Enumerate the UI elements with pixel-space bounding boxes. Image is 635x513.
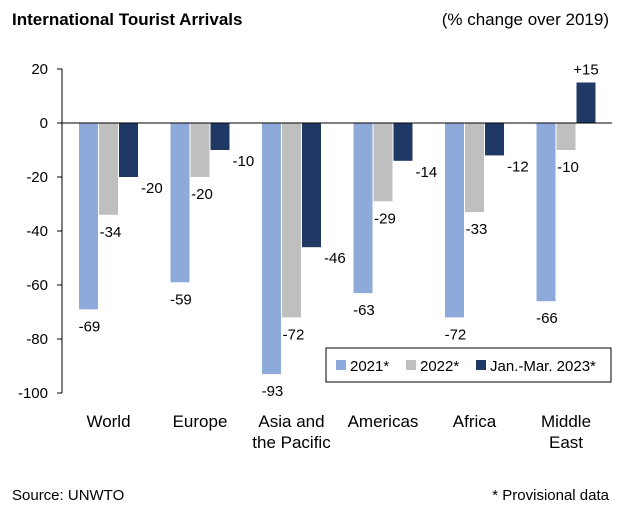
y-tick-label: -80 xyxy=(26,331,48,348)
legend-swatch xyxy=(406,360,416,370)
legend-label: 2021* xyxy=(350,358,389,375)
bar-2-1 xyxy=(99,123,118,215)
bar-2-4 xyxy=(373,123,393,202)
legend-swatch xyxy=(336,360,346,370)
legend-box xyxy=(325,347,612,383)
axis-layer: 20 0 -20 -40 -60 -80 -100 xyxy=(18,61,612,402)
data-label: -14 xyxy=(416,164,438,181)
category-label: Asia and the Pacific xyxy=(252,412,331,452)
data-label: -46 xyxy=(324,250,346,267)
provisional-footnote: * Provisional data xyxy=(492,487,609,504)
y-tick-label: -20 xyxy=(26,169,48,186)
category-label: World xyxy=(86,412,130,431)
category-label: Africa xyxy=(453,412,497,431)
bar-2-2 xyxy=(190,123,210,177)
bar-2-5 xyxy=(465,123,484,213)
bar-1-3 xyxy=(262,123,281,375)
y-tick-label: -100 xyxy=(18,385,48,402)
y-tick-label: 0 xyxy=(40,115,48,132)
bar-1-6 xyxy=(536,123,556,302)
data-label: -29 xyxy=(374,210,396,227)
bar-3-4 xyxy=(393,123,413,161)
bar-3-1 xyxy=(119,123,138,177)
data-label: -12 xyxy=(507,158,529,175)
bar-2-6 xyxy=(556,123,576,150)
data-label: +15 xyxy=(573,62,598,79)
data-label: -10 xyxy=(557,159,579,176)
y-tick-label: -60 xyxy=(26,277,48,294)
bar-1-2 xyxy=(170,123,190,283)
legend-label: 2022* xyxy=(420,358,459,375)
data-label: -63 xyxy=(353,302,375,319)
source-note: Source: UNWTO xyxy=(12,487,125,504)
data-label: -66 xyxy=(536,310,558,327)
bar-3-5 xyxy=(485,123,504,156)
chart-subtitle: (% change over 2019) xyxy=(441,10,609,29)
data-label: -10 xyxy=(233,153,255,170)
bar-1-1 xyxy=(79,123,98,310)
category-label: Europe xyxy=(173,412,228,431)
bar-3-3 xyxy=(302,123,321,248)
data-label: -59 xyxy=(170,291,192,308)
data-labels-layer: World Europe Asia and the Pacific Americas Af… xyxy=(79,62,599,453)
data-label: -20 xyxy=(141,180,163,197)
category-label: Americas xyxy=(348,412,419,431)
data-label: -72 xyxy=(445,326,467,343)
bar-1-5 xyxy=(445,123,464,318)
data-label: -20 xyxy=(191,186,213,203)
y-tick-label: -40 xyxy=(26,223,48,240)
y-tick-label: 20 xyxy=(31,61,48,78)
data-label: -34 xyxy=(100,224,122,241)
bar-3-6 xyxy=(576,82,596,123)
data-label: -69 xyxy=(79,318,101,335)
legend-label: Jan.-Mar. 2023* xyxy=(490,358,596,375)
bar-1-4 xyxy=(353,123,373,294)
chart-legend: 2021* 2022* Jan.-Mar. 2023* xyxy=(325,347,612,383)
data-label: -33 xyxy=(466,221,488,238)
bars-layer xyxy=(79,82,596,375)
bar-2-3 xyxy=(282,123,301,318)
chart-title: International Tourist Arrivals xyxy=(12,10,243,29)
legend-swatch xyxy=(476,360,486,370)
data-label: -93 xyxy=(262,383,284,400)
category-label: Middle East xyxy=(541,412,591,452)
data-label: -72 xyxy=(283,326,305,343)
bar-3-2 xyxy=(210,123,230,150)
